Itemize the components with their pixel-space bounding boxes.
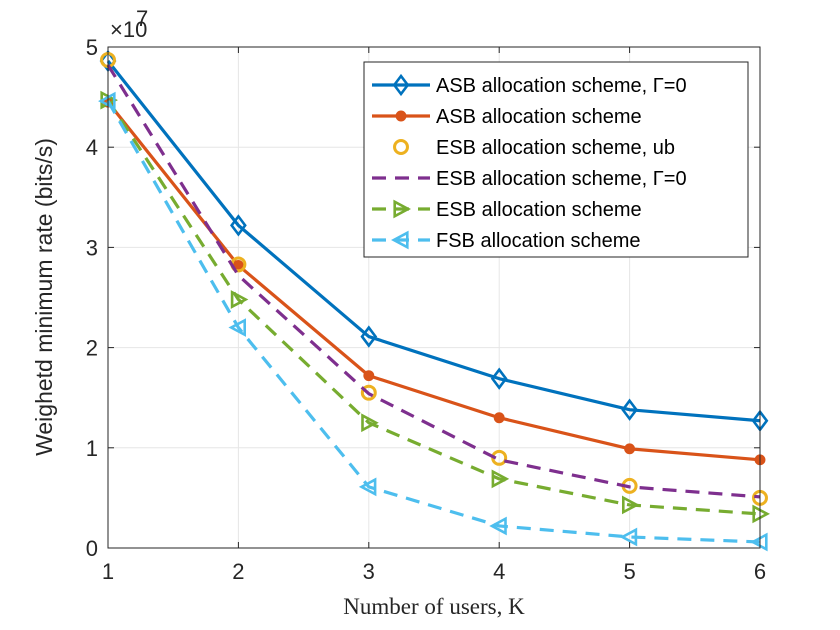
data-point bbox=[230, 290, 249, 309]
legend-entry: ESB allocation scheme, ub bbox=[393, 137, 675, 159]
x-axis-label: Number of users, K bbox=[343, 594, 525, 619]
y-tick-label: 4 bbox=[86, 135, 98, 160]
data-point bbox=[493, 412, 505, 424]
x-tick-label: 6 bbox=[754, 559, 766, 584]
legend: ASB allocation scheme, Γ=0 ASB allocation… bbox=[363, 61, 749, 258]
series-line bbox=[106, 100, 761, 544]
data-point bbox=[360, 384, 377, 401]
legend-marker bbox=[393, 139, 409, 155]
legend-entry: ASB allocation scheme, Γ=0 bbox=[372, 73, 687, 97]
x-tick-label: 5 bbox=[623, 559, 635, 584]
series-4 bbox=[106, 64, 761, 499]
legend-label: ASB allocation scheme, Γ=0 bbox=[436, 75, 687, 97]
legend-marker bbox=[393, 199, 411, 219]
axes-box bbox=[107, 46, 761, 549]
x-tick-label: 3 bbox=[363, 559, 375, 584]
legend-label: ASB allocation scheme bbox=[436, 106, 642, 128]
data-point bbox=[363, 370, 375, 382]
legend-marker bbox=[391, 230, 409, 250]
data-point bbox=[360, 325, 378, 348]
legend-marker bbox=[392, 73, 410, 97]
y-exponent-base: ×10 bbox=[110, 17, 147, 42]
legend-entry: FSB allocation scheme bbox=[372, 230, 641, 252]
legend-label: ESB allocation scheme, Γ=0 bbox=[436, 168, 687, 190]
y-tick-label: 5 bbox=[86, 35, 98, 60]
y-exponent-power: 7 bbox=[136, 6, 148, 31]
y-axis-label: Weighetd minimum rate (bits/s) bbox=[31, 138, 57, 456]
legend-entry: ESB allocation scheme, Γ=0 bbox=[372, 168, 687, 190]
legend-entry: ASB allocation scheme bbox=[372, 106, 642, 128]
series-line bbox=[106, 101, 761, 462]
y-tick-label: 3 bbox=[86, 235, 98, 260]
y-tick-label: 1 bbox=[86, 436, 98, 461]
y-tick-label: 0 bbox=[86, 536, 98, 561]
y-tick-label: 2 bbox=[86, 336, 98, 361]
data-point bbox=[230, 214, 247, 237]
legend-label: ESB allocation scheme, ub bbox=[436, 137, 675, 159]
series-line bbox=[106, 60, 761, 423]
legend-label: ESB allocation scheme bbox=[436, 199, 642, 221]
data-point bbox=[361, 413, 379, 433]
x-tick-label: 2 bbox=[232, 559, 244, 584]
axis-ticks bbox=[107, 46, 761, 549]
data-point bbox=[621, 495, 640, 515]
data-point bbox=[228, 318, 246, 337]
series-line bbox=[106, 64, 761, 499]
legend-label: FSB allocation scheme bbox=[436, 230, 641, 252]
x-tick-label: 4 bbox=[493, 559, 505, 584]
series-line bbox=[106, 99, 761, 516]
legend-marker bbox=[395, 110, 407, 122]
data-point bbox=[491, 469, 510, 489]
x-tick-label: 1 bbox=[102, 559, 114, 584]
legend-box bbox=[363, 61, 749, 258]
data-point bbox=[489, 516, 507, 536]
legend-entry: ESB allocation scheme bbox=[372, 199, 642, 221]
data-point bbox=[624, 443, 636, 455]
data-point bbox=[619, 527, 638, 547]
data-point bbox=[490, 367, 508, 390]
data-point bbox=[621, 398, 638, 421]
data-point bbox=[358, 477, 377, 497]
